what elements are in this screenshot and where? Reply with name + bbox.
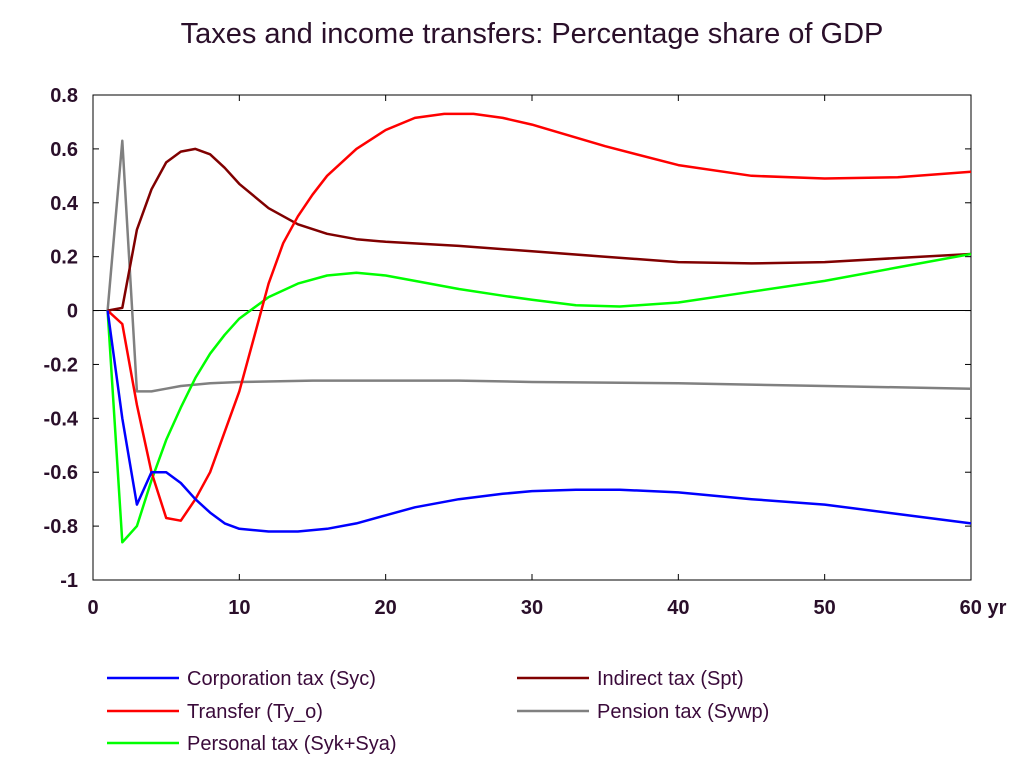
x-axis: 0 10 20 30 40 50 60 yr xyxy=(87,95,1007,619)
x-tick-label: 10 xyxy=(228,597,250,619)
series-line-3 xyxy=(107,147,972,312)
y-tick-label: -0.2 xyxy=(44,354,78,376)
y-tick-label: 0 xyxy=(67,301,78,323)
legend-label: Indirect tax (Spt) xyxy=(597,668,744,690)
y-tick-label: -0.4 xyxy=(44,408,79,430)
legend-label: Personal tax (Syk+Sya) xyxy=(187,733,397,755)
x-tick-label: 0 xyxy=(87,597,98,619)
series-line-0 xyxy=(106,310,972,533)
series-line-4 xyxy=(106,139,972,393)
x-tick-label: 50 xyxy=(814,597,836,619)
legend: Corporation tax (Syc) Transfer (Ty_o) Pers… xyxy=(107,668,769,755)
y-tick-label: 0.2 xyxy=(50,247,78,269)
y-tick-label: 0.4 xyxy=(50,193,79,215)
x-tick-label: 60 yr xyxy=(960,597,1007,619)
x-tick-label: 30 xyxy=(521,597,543,619)
chart-title: Taxes and income transfers: Percentage s… xyxy=(180,18,884,50)
x-tick-label: 20 xyxy=(375,597,397,619)
y-tick-label: 0.8 xyxy=(50,85,78,107)
y-tick-label: -1 xyxy=(60,570,78,592)
y-tick-label: -0.6 xyxy=(44,462,78,484)
legend-label: Corporation tax (Syc) xyxy=(187,668,376,690)
legend-label: Pension tax (Sywp) xyxy=(597,701,769,723)
series-line-2 xyxy=(106,252,972,544)
series-line-1 xyxy=(106,112,972,522)
series-layer xyxy=(106,112,972,544)
y-tick-label: 0.6 xyxy=(50,139,78,161)
y-axis: -1 -0.8 -0.6 -0.4 -0.2 0 0.2 0.4 0.6 0.8 xyxy=(44,85,971,592)
legend-label: Transfer (Ty_o) xyxy=(187,701,323,723)
x-tick-label: 40 xyxy=(667,597,689,619)
y-tick-label: -0.8 xyxy=(44,516,78,538)
